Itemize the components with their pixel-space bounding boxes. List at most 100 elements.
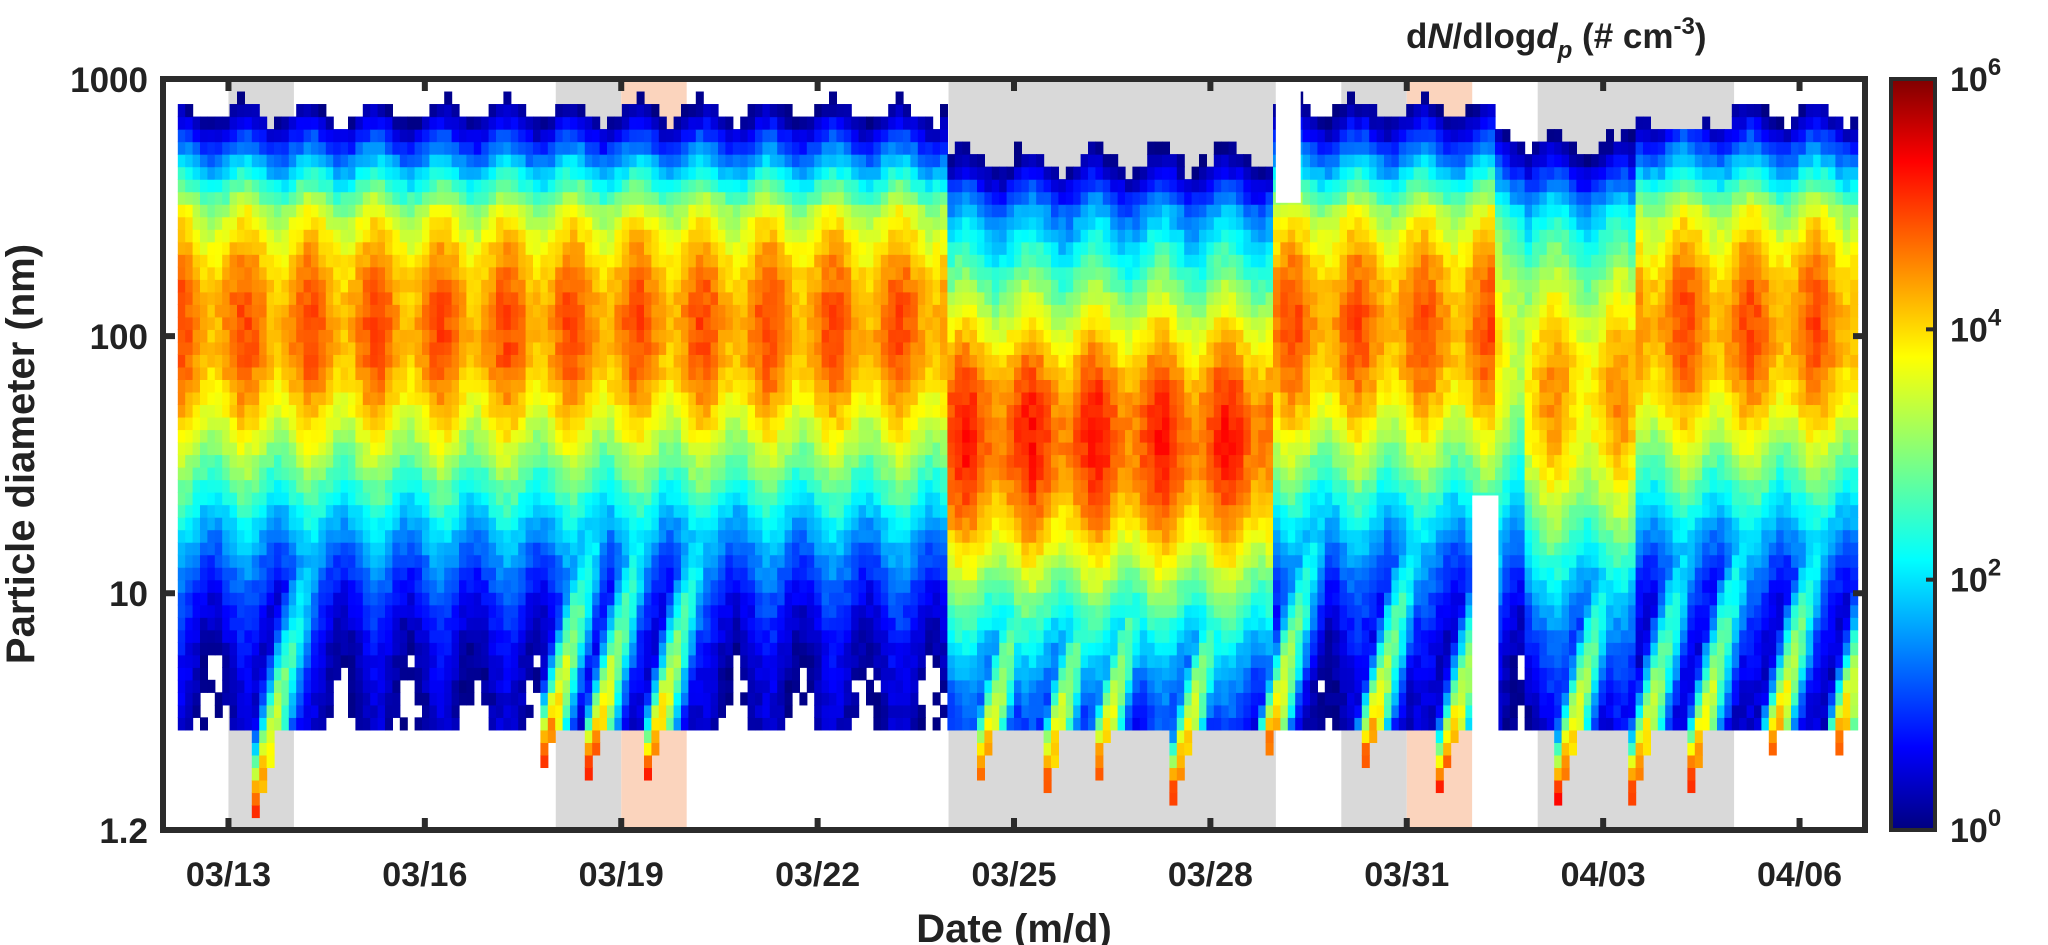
heatmap-cell [740,667,749,681]
heatmap-cell [303,629,312,643]
heatmap-cell [429,329,438,343]
heatmap-cell [584,204,593,218]
heatmap-cell [851,504,860,518]
heatmap-cell [555,166,564,180]
heatmap-cell [451,254,460,268]
heatmap-cell [444,454,453,468]
heatmap-cell [185,216,194,230]
heatmap-cell [259,204,268,218]
heatmap-cell [355,191,364,205]
heatmap-cell [355,304,364,318]
heatmap-cell [355,517,364,531]
heatmap-cell [377,154,386,168]
heatmap-cell [399,329,408,343]
heatmap-cell [311,279,319,293]
heatmap-cell [747,529,756,543]
heatmap-cell [769,141,778,155]
heatmap-cell [858,116,867,130]
heatmap-cell [644,341,652,355]
heatmap-cell [399,441,408,456]
heatmap-cell [422,679,430,693]
heatmap-cell [747,454,756,468]
heatmap-cell [185,354,194,368]
heatmap-cell [333,467,342,481]
heatmap-cell [547,579,556,593]
heatmap-cell [821,579,830,593]
heatmap-cell [385,679,393,693]
heatmap-cell [303,467,312,481]
heatmap-cell [644,654,652,668]
heatmap-cell [725,416,734,431]
heatmap-cell [237,517,245,531]
heatmap-cell [259,529,268,543]
heatmap-cell [584,316,593,330]
heatmap-cell [592,629,601,643]
heatmap-cell [925,429,934,443]
heatmap-cell [288,391,297,406]
heatmap-cell [718,542,726,556]
heatmap-cell [666,291,675,305]
heatmap-cell [555,429,564,443]
heatmap-cell [836,216,845,230]
heatmap-cell [200,479,208,493]
heatmap-cell [614,529,623,543]
heatmap-cell [814,279,823,293]
heatmap-cell [895,654,904,668]
heatmap-cell [407,429,416,443]
heatmap-cell [555,279,564,293]
heatmap-cell [710,642,719,656]
heatmap-cell [629,204,638,218]
heatmap-cell [488,667,497,681]
heatmap-cell [614,679,623,693]
heatmap-cell [481,329,490,343]
heatmap-cell [451,216,460,230]
heatmap-cell [710,379,719,393]
heatmap-cell [229,717,238,731]
heatmap-cell [325,642,334,656]
heatmap-cell [503,441,512,456]
heatmap-cell [377,492,386,506]
heatmap-cell [644,404,652,418]
heatmap-cell [866,366,874,380]
heatmap-cell [866,316,874,330]
heatmap-cell [459,166,467,180]
heatmap-cell [237,229,245,243]
heatmap-cell [555,617,564,631]
heatmap-cell [296,366,305,380]
heatmap-cell [444,141,453,155]
heatmap-cell [755,279,763,293]
heatmap-cell [533,154,541,168]
heatmap-cell [385,404,393,418]
heatmap-cell [237,291,245,305]
heatmap-cell [895,592,904,606]
heatmap-cell [799,316,808,330]
heatmap-cell [651,116,660,130]
heatmap-cell [570,679,578,693]
heatmap-cell [651,429,660,443]
heatmap-cell [288,241,297,255]
heatmap-cell [666,467,675,481]
heatmap-cell [481,404,490,418]
heatmap-cell [473,391,482,406]
heatmap-cell [399,542,408,556]
heatmap-cell [688,567,697,581]
heatmap-cell [399,204,408,218]
heatmap-cell [340,379,349,393]
heatmap-cell [244,191,253,205]
heatmap-cell [858,454,867,468]
heatmap-cell [525,254,534,268]
heatmap-cell [200,116,208,130]
heatmap-cell [636,104,645,118]
heatmap-cell [488,467,497,481]
heatmap-cell [451,166,460,180]
heatmap-cell [570,704,578,718]
heatmap-cell [703,391,712,406]
heatmap-cell [784,592,793,606]
heatmap-cell [518,379,527,393]
heatmap-cell [274,542,282,556]
heatmap-cell [547,604,556,618]
heatmap-cell [570,279,578,293]
heatmap-cell [903,667,911,681]
heatmap-cell [784,429,793,443]
heatmap-cell [392,141,401,155]
